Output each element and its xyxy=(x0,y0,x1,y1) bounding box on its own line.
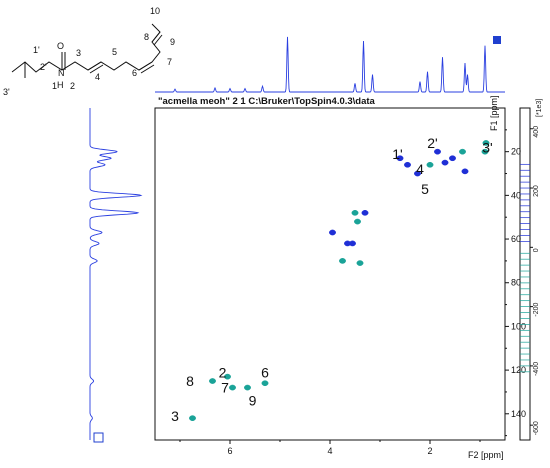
cross-peak-positive xyxy=(449,155,456,162)
cross-peak-positive xyxy=(344,240,351,247)
peak-assignment-label: 6 xyxy=(261,364,269,380)
atom-label: 3 xyxy=(76,48,81,58)
f1-projection-trace xyxy=(89,108,143,440)
cross-peak-negative xyxy=(224,373,231,380)
atom-label: 8 xyxy=(144,32,149,42)
peak-assignment-label: 1' xyxy=(392,146,402,162)
cross-peak-positive xyxy=(396,155,404,162)
peak-assignment-label: 9 xyxy=(249,393,257,409)
scale-tick-label: -200 xyxy=(533,302,540,316)
positive-level-marker xyxy=(493,36,501,44)
atom-labels: 10 9 8 7 6 5 4 3 2 1 1'2' 3' O NH xyxy=(3,6,175,97)
peak-assignment-label: 2 xyxy=(219,364,227,380)
x-tick-label: 4 xyxy=(327,446,332,456)
cross-peak-negative xyxy=(189,415,196,422)
y-tick-label: 80 xyxy=(511,278,521,288)
cross-peak-negative xyxy=(244,384,251,391)
scale-tick-label: -600 xyxy=(533,421,540,435)
peak-assignment-label: 2' xyxy=(427,135,437,151)
peak-assignment-label: 8 xyxy=(186,373,194,389)
peak-assignment-label: 3 xyxy=(171,408,179,424)
y-tick-label: 140 xyxy=(511,409,526,419)
atom-label: 2 xyxy=(70,81,75,91)
atom-label: 2' xyxy=(40,62,47,72)
atom-label: N xyxy=(58,68,65,78)
scale-tick-label: 0 xyxy=(533,248,540,252)
cross-peak-negative xyxy=(459,148,466,155)
atom-label: O xyxy=(57,41,64,51)
cross-peak-negative xyxy=(351,209,359,216)
atom-label: 9 xyxy=(170,37,175,47)
y-tick-label: 120 xyxy=(511,365,526,375)
cross-peak-negative xyxy=(261,380,269,387)
negative-level-marker xyxy=(93,432,104,443)
y-tick-label: 20 xyxy=(511,147,521,157)
scale-label: [*1e3] xyxy=(536,99,543,117)
atom-label: 4 xyxy=(95,72,100,82)
atom-label: 3' xyxy=(3,87,10,97)
x-tick-label: 6 xyxy=(227,446,232,456)
peak-assignment-label: 5 xyxy=(421,181,429,197)
scale-tick-label: 200 xyxy=(533,185,540,197)
scale-tick-label: -400 xyxy=(533,362,540,376)
scale-tick-label: 400 xyxy=(533,126,540,138)
atom-label: 10 xyxy=(150,6,160,16)
chart-title: "acmella meoh" 2 1 C:\Bruker\TopSpin4.0.… xyxy=(158,96,376,107)
cross-peak-negative xyxy=(229,384,236,391)
x-axis-label: F2 [ppm] xyxy=(468,450,504,460)
cross-peak-positive xyxy=(361,209,369,216)
atom-label: 5 xyxy=(112,47,117,57)
peak-assignment-label: 3' xyxy=(482,139,492,155)
cross-peak-negative xyxy=(482,140,490,146)
chemical-structure xyxy=(11,23,163,78)
cross-peak-positive xyxy=(441,159,449,166)
y-tick-label: 40 xyxy=(511,190,521,200)
cross-peak-negative xyxy=(356,260,364,266)
cross-peak-positive xyxy=(329,229,336,236)
contour-scale-bar xyxy=(519,107,531,441)
f2-projection-trace xyxy=(155,36,505,93)
atom-label: 1' xyxy=(33,45,40,55)
y-tick-label: 60 xyxy=(511,234,521,244)
atom-label: 6 xyxy=(132,68,137,78)
cross-peak-positive xyxy=(404,161,411,168)
cross-peak-negative xyxy=(209,378,216,384)
peak-assignment-label: 4 xyxy=(416,161,424,177)
cross-peak-positive xyxy=(414,170,421,177)
cross-peak-negative xyxy=(426,161,434,168)
x-tick-label: 2 xyxy=(427,446,432,456)
cross-peak-negative xyxy=(339,258,346,264)
atom-label: 7 xyxy=(167,57,172,67)
cross-peak-positive xyxy=(434,148,441,155)
plot-area: 6 4 2 20 40 60 80 100 120 140 400 200 0 -200 -400 -600 1… xyxy=(89,36,540,456)
cross-peak-negative xyxy=(481,148,489,155)
cross-peak-negative xyxy=(354,218,361,225)
atom-label: H xyxy=(57,80,64,90)
y-tick-label: 100 xyxy=(511,321,526,331)
peak-assignment-label: 7 xyxy=(221,380,229,396)
atom-label: 1 xyxy=(52,81,57,91)
cross-peak-positive xyxy=(461,168,469,175)
y-axis-label: F1 [ppm] xyxy=(489,95,499,131)
